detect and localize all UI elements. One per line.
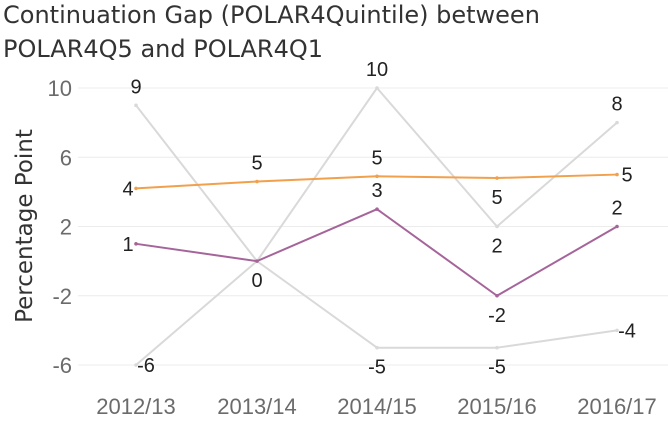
x-tick-label: 2014/15 bbox=[337, 394, 417, 419]
series-line bbox=[135, 87, 618, 263]
y-tick-label: 2 bbox=[60, 215, 72, 240]
data-label: 9 bbox=[130, 76, 141, 98]
data-point bbox=[495, 293, 499, 298]
y-tick-label: 6 bbox=[60, 145, 72, 170]
data-label: 4 bbox=[122, 178, 133, 200]
y-tick-label: -6 bbox=[52, 353, 72, 378]
data-label: 8 bbox=[611, 94, 622, 116]
data-point bbox=[615, 120, 619, 125]
data-point bbox=[375, 207, 379, 211]
data-point bbox=[375, 174, 379, 179]
data-label: 5 bbox=[621, 165, 632, 187]
data-labels: 9 0 10 2 8 -6 -5 -5 -4 4 5 5 5 5 1 3 -2 2 bbox=[122, 59, 635, 379]
data-point bbox=[495, 224, 499, 229]
data-point bbox=[255, 259, 259, 263]
data-point bbox=[615, 172, 619, 177]
data-label: -2 bbox=[488, 305, 506, 327]
data-point bbox=[134, 186, 138, 191]
y-axis-ticks: 10 6 2 -2 -6 bbox=[48, 76, 72, 378]
data-label: -6 bbox=[137, 355, 155, 377]
data-point bbox=[375, 345, 379, 350]
data-point bbox=[615, 328, 619, 333]
y-tick-label: 10 bbox=[48, 76, 72, 101]
series-line bbox=[135, 260, 618, 366]
data-point bbox=[495, 176, 499, 180]
data-label: -5 bbox=[488, 357, 506, 379]
data-point bbox=[134, 242, 138, 246]
series-line bbox=[135, 208, 618, 297]
y-axis-title: Percentage Point bbox=[12, 129, 38, 323]
x-axis-ticks: 2012/13 2013/14 2014/15 2015/16 2016/17 bbox=[96, 394, 657, 419]
data-label: 0 bbox=[251, 270, 262, 292]
data-label: 1 bbox=[122, 234, 133, 256]
gridlines bbox=[78, 87, 668, 366]
data-point bbox=[255, 179, 259, 184]
data-label: -5 bbox=[368, 357, 386, 379]
x-tick-label: 2012/13 bbox=[96, 394, 176, 419]
data-label: 5 bbox=[251, 152, 262, 174]
data-point bbox=[134, 103, 138, 108]
data-label: 5 bbox=[491, 187, 502, 209]
x-tick-label: 2015/16 bbox=[457, 394, 537, 419]
data-point bbox=[495, 345, 499, 350]
data-label: 10 bbox=[366, 59, 388, 81]
x-tick-label: 2016/17 bbox=[577, 394, 657, 419]
data-point bbox=[375, 86, 379, 90]
data-point bbox=[134, 363, 138, 367]
data-label: 2 bbox=[491, 236, 502, 258]
data-label: 2 bbox=[611, 198, 622, 220]
data-label: 3 bbox=[371, 180, 382, 202]
data-label: 5 bbox=[371, 147, 382, 169]
y-tick-label: -2 bbox=[52, 284, 72, 309]
chart-title: Continuation Gap (POLAR4Quintile) betwee… bbox=[3, 1, 540, 63]
x-tick-label: 2013/14 bbox=[217, 394, 297, 419]
data-label: -4 bbox=[618, 320, 636, 342]
data-point bbox=[615, 224, 619, 229]
series-lines bbox=[134, 86, 619, 367]
